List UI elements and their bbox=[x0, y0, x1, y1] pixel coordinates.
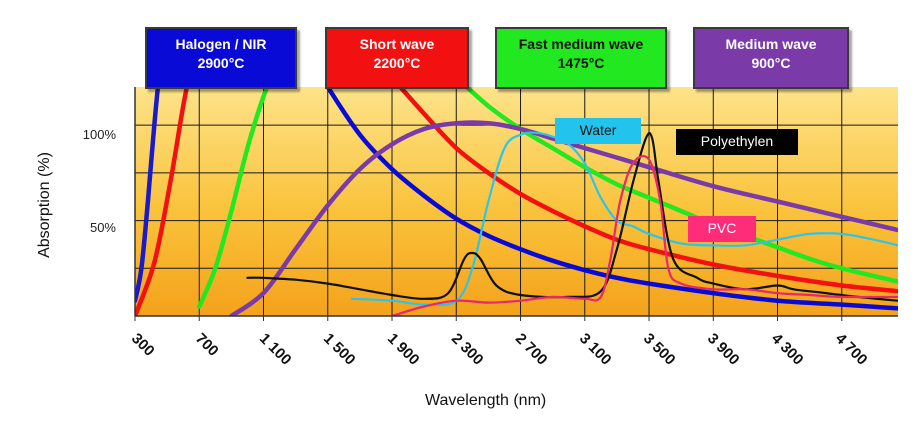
emitter-box-fast-medium-wave: Fast medium wave 1475°C bbox=[495, 27, 667, 89]
emitter-temperature: 900°C bbox=[751, 55, 791, 71]
series-line-medium-wave bbox=[229, 120, 898, 316]
emitter-temperature: 2900°C bbox=[197, 55, 245, 71]
emitter-temperature: 2200°C bbox=[373, 55, 421, 71]
series-line-green-decay bbox=[463, 87, 898, 284]
series-line-polyethylen bbox=[246, 131, 898, 302]
series-line-pvc bbox=[390, 155, 898, 316]
emitter-box-halogen: Halogen / NIR 2900°C bbox=[145, 27, 297, 89]
series-line-red-decay bbox=[397, 87, 898, 294]
emitter-label: Medium wave bbox=[725, 36, 817, 52]
annotation-polyethylen: Polyethylen bbox=[676, 129, 798, 155]
emitter-temperature: 1475°C bbox=[557, 55, 605, 71]
annotation-pvc: PVC bbox=[688, 216, 756, 242]
emitter-label: Halogen / NIR bbox=[175, 36, 267, 52]
y-tick-label-100: 100% bbox=[82, 127, 116, 142]
y-axis-title: Absorption (%) bbox=[36, 152, 53, 258]
series-line-water bbox=[350, 131, 898, 307]
annotation-water: Water bbox=[555, 118, 641, 144]
emitter-label: Short wave bbox=[359, 36, 435, 52]
emitter-box-short-wave: Short wave 2200°C bbox=[325, 27, 469, 89]
x-axis-title: Wavelength (nm) bbox=[425, 392, 547, 409]
series-line-halogen-nir bbox=[135, 87, 161, 303]
series-line-short-wave bbox=[135, 87, 190, 316]
emitter-label: Fast medium wave bbox=[518, 36, 644, 52]
emitter-box-medium-wave: Medium wave 900°C bbox=[693, 27, 849, 89]
series-line-fast-medium-wave bbox=[197, 87, 270, 309]
series-layer bbox=[135, 87, 898, 316]
y-tick-label-50: 50% bbox=[89, 220, 116, 235]
